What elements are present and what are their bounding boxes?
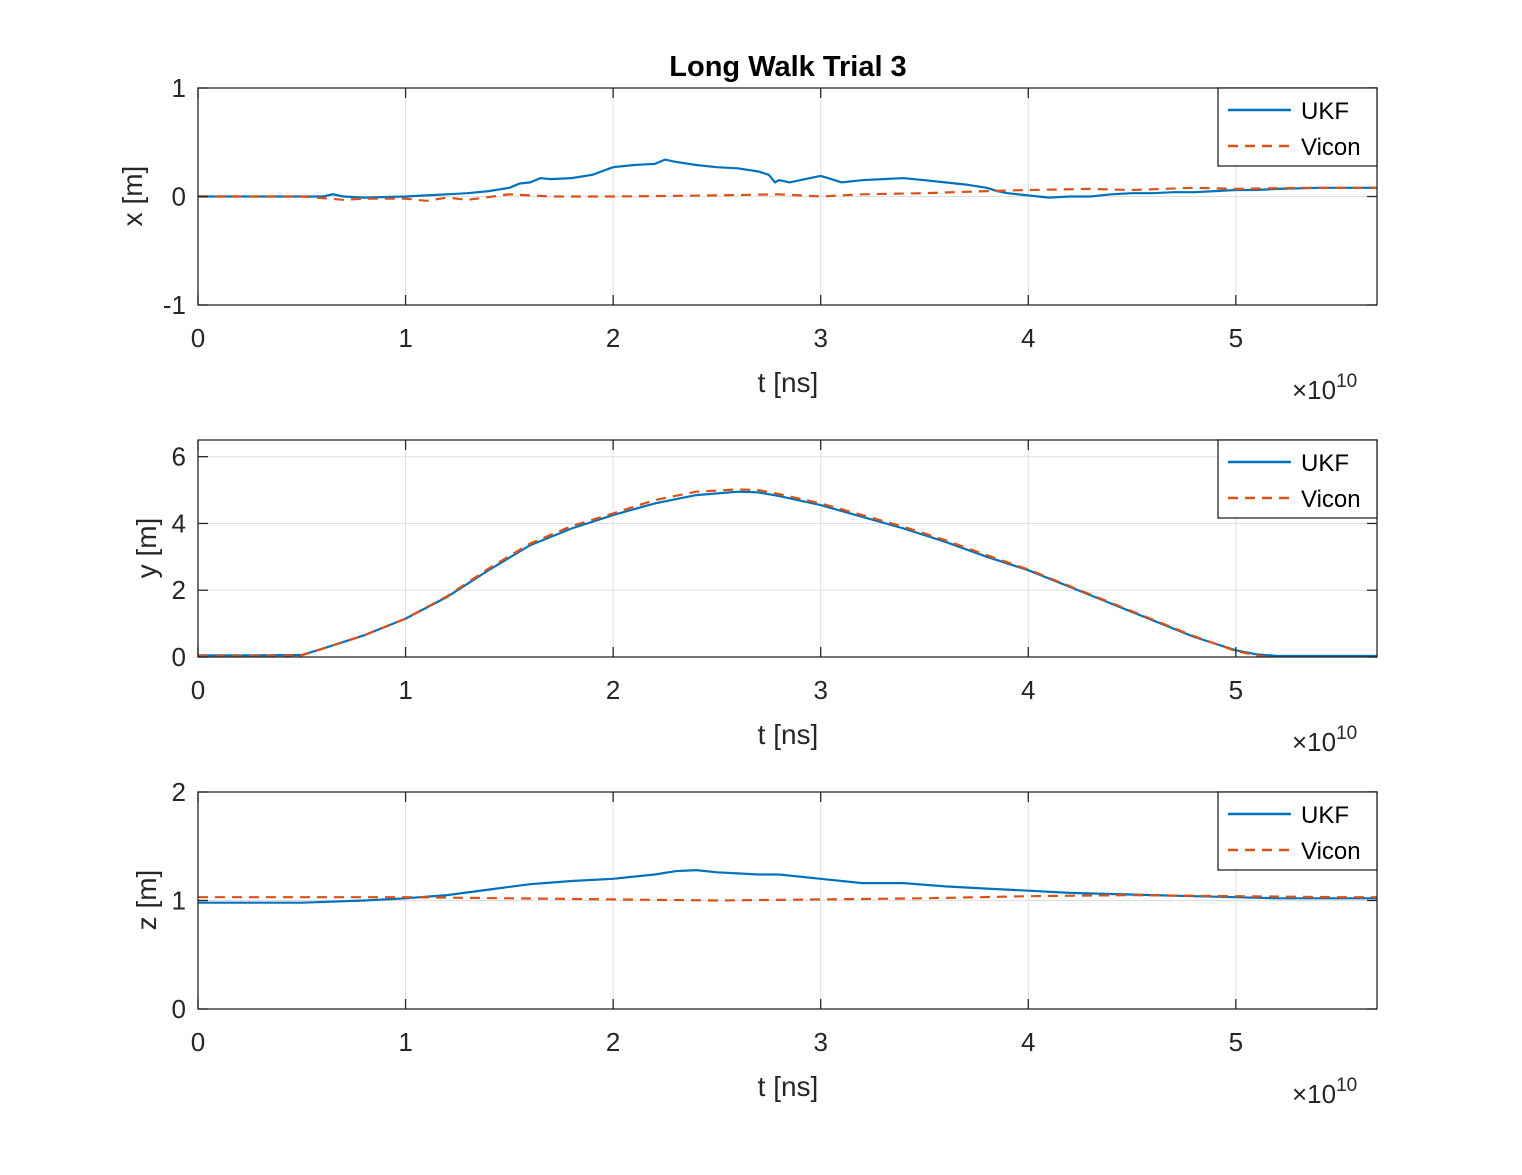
chart-title: Long Walk Trial 3 — [669, 51, 906, 83]
x-tick-label: 2 — [606, 1027, 620, 1057]
x-tick-label: 2 — [606, 323, 620, 353]
legend-box — [1217, 791, 1378, 871]
x-tick-label: 5 — [1229, 675, 1243, 705]
x-tick-label: 1 — [398, 1027, 412, 1057]
x-exponent-2: ×1010 — [1292, 723, 1357, 757]
y-tick-label: 0 — [172, 994, 186, 1024]
plot-area — [198, 440, 1377, 657]
legend-label-vicon: Vicon — [1301, 134, 1361, 161]
y-tick-label: 0 — [172, 642, 186, 672]
series-line-ukf — [198, 158, 1377, 199]
x-tick-label: 0 — [191, 1027, 205, 1057]
axes-box — [197, 439, 1378, 658]
legend-box — [1217, 87, 1378, 167]
legend-label-ukf: UKF — [1301, 98, 1349, 125]
x-tick-label: 0 — [191, 675, 205, 705]
series-line-vicon — [198, 186, 1377, 202]
y-tick-label: 2 — [172, 575, 186, 605]
legend: UKF Vicon — [1217, 87, 1378, 167]
x-tick-label: 1 — [398, 675, 412, 705]
legend-label-vicon: Vicon — [1301, 838, 1361, 865]
x-tick-label: 2 — [606, 675, 620, 705]
legend-label-ukf: UKF — [1301, 802, 1349, 829]
y-tick-label: -1 — [163, 290, 186, 320]
x-tick-label: 4 — [1021, 675, 1035, 705]
series-line-vicon — [198, 893, 1377, 902]
x-axis-label-3: t [ns] — [758, 1071, 819, 1102]
y-tick-label: 0 — [172, 182, 186, 212]
x-tick-label: 3 — [813, 1027, 827, 1057]
x-tick-label: 3 — [813, 675, 827, 705]
y-tick-label: 1 — [172, 73, 186, 103]
subplot-z: 0 1 2 3 4 5 0 1 2 UKF Vicon — [172, 777, 1378, 1057]
x-exponent-1: ×1010 — [1292, 371, 1357, 405]
y-axis-label-1: x [m] — [117, 166, 148, 227]
legend: UKF Vicon — [1217, 791, 1378, 871]
x-tick-label: 5 — [1229, 323, 1243, 353]
x-axis-label-1: t [ns] — [758, 367, 819, 398]
legend-box — [1217, 439, 1378, 519]
y-tick-label: 2 — [172, 777, 186, 807]
y-tick-label: 4 — [172, 508, 186, 538]
legend-label-vicon: Vicon — [1301, 486, 1361, 513]
x-tick-label: 5 — [1229, 1027, 1243, 1057]
series-line-vicon — [198, 488, 1281, 657]
x-tick-label: 4 — [1021, 1027, 1035, 1057]
y-axis-label-3: z [m] — [131, 870, 162, 931]
x-tick-label: 3 — [813, 323, 827, 353]
x-tick-label: 1 — [398, 323, 412, 353]
y-axis-label-2: y [m] — [131, 518, 162, 579]
y-tick-label: 6 — [172, 442, 186, 472]
legend: UKF Vicon — [1217, 439, 1378, 519]
subplot-y: 0 1 2 3 4 5 0 2 4 6 UKF Vicon — [172, 439, 1378, 705]
x-exponent-3: ×1010 — [1292, 1075, 1357, 1109]
x-tick-label: 4 — [1021, 323, 1035, 353]
x-tick-label: 0 — [191, 323, 205, 353]
legend-label-ukf: UKF — [1301, 450, 1349, 477]
x-axis-label-2: t [ns] — [758, 719, 819, 750]
y-tick-label: 1 — [172, 886, 186, 916]
